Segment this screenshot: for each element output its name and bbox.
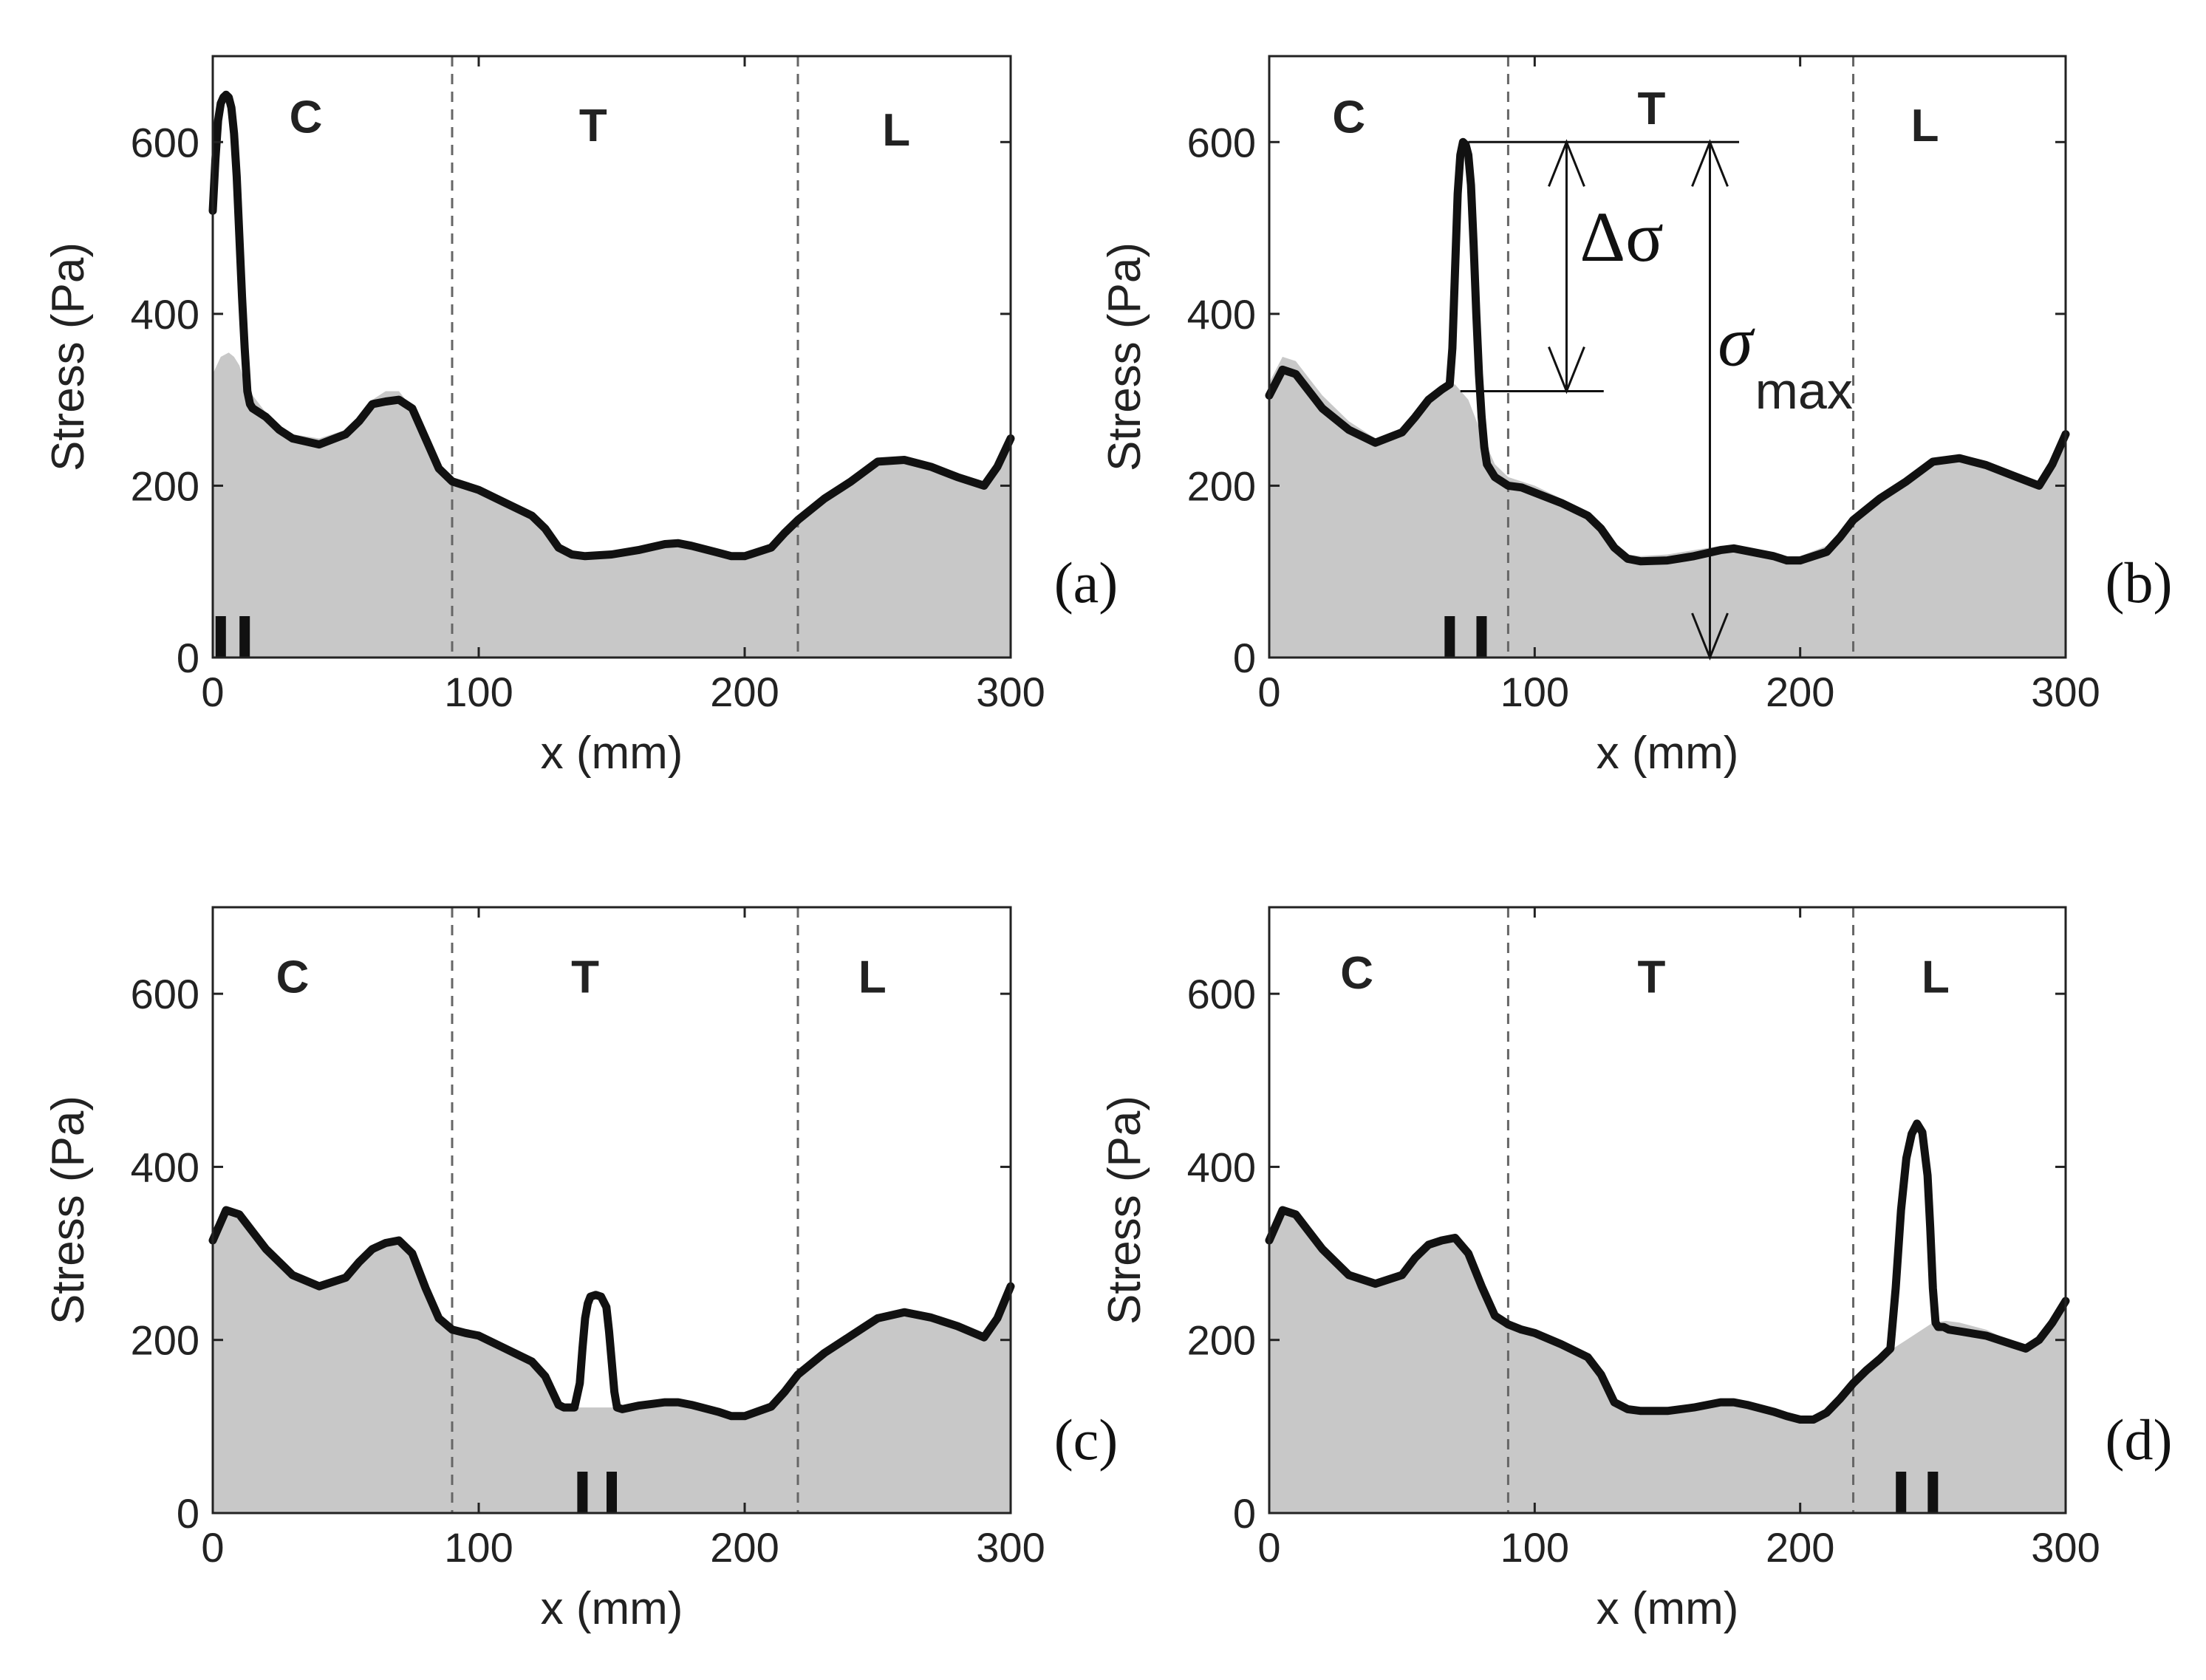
y-tick-label: 400 <box>1187 1144 1256 1190</box>
region-label-l: L <box>1911 100 1939 151</box>
y-tick-label: 600 <box>131 119 199 165</box>
x-tick-label: 300 <box>2031 1524 2100 1571</box>
y-axis-label: Stress (Pa) <box>1099 242 1150 471</box>
x-axis-label: x (mm) <box>541 728 683 779</box>
y-tick-label: 0 <box>177 1490 199 1537</box>
region-label-c: C <box>290 92 323 143</box>
region-label-c: C <box>1340 948 1373 999</box>
sigma-max-arrow-head-top <box>1691 139 1729 187</box>
sigma-max-symbol: σ <box>1718 302 1755 381</box>
y-axis-label: Stress (Pa) <box>43 242 94 471</box>
x-tick-label: 100 <box>444 1524 513 1571</box>
stress-curve <box>208 90 1015 561</box>
x-tick-label: 0 <box>201 1524 224 1571</box>
axes-frame <box>211 906 1012 1515</box>
region-label-c: C <box>276 952 310 1003</box>
x-tick-label: 300 <box>976 1524 1045 1571</box>
position-marker <box>577 1472 588 1513</box>
x-tick-label: 200 <box>710 1524 779 1571</box>
x-tick-label: 300 <box>976 669 1045 715</box>
axes-frame <box>1268 55 2067 659</box>
position-marker <box>1927 1472 1939 1513</box>
panel-b: 0 100 200 300 0 200 400 600 x (mm) Stress (Pa) C T L… <box>1099 55 2173 779</box>
delta-arrow-head-bottom <box>1548 346 1585 395</box>
y-tick-label: 0 <box>177 635 199 681</box>
y-tick-label: 200 <box>131 462 199 509</box>
x-axis-label: x (mm) <box>541 1583 683 1634</box>
position-marker <box>1896 1472 1907 1513</box>
y-tick-label: 200 <box>1187 462 1256 509</box>
x-tick-label: 100 <box>1500 1524 1569 1571</box>
position-marker <box>1444 616 1455 658</box>
x-tick-label: 200 <box>710 669 779 715</box>
panel-d: 0 100 200 300 0 200 400 600 x (mm) Stress (Pa) C T L… <box>1099 906 2173 1634</box>
y-axis-label: Stress (Pa) <box>1099 1096 1150 1325</box>
position-marker <box>1476 616 1487 658</box>
y-tick-label: 600 <box>131 971 199 1017</box>
region-label-l: L <box>1922 952 1950 1003</box>
delta-arrow-head-top <box>1548 139 1585 187</box>
y-tick-label: 600 <box>1187 119 1256 165</box>
region-label-t: T <box>571 952 599 1003</box>
y-tick-label: 400 <box>131 291 199 338</box>
axes-frame <box>1268 906 2067 1515</box>
y-tick-label: 0 <box>1233 635 1256 681</box>
baseline-area <box>1269 1210 2066 1513</box>
baseline-area <box>1269 357 2066 658</box>
region-label-l: L <box>858 952 887 1003</box>
panel-label: (a) <box>1054 550 1119 615</box>
stress-curve <box>208 1206 1015 1421</box>
panel-label: (d) <box>2106 1407 2173 1472</box>
region-label-t: T <box>579 100 607 151</box>
region-label-t: T <box>1638 952 1666 1003</box>
x-axis-label: x (mm) <box>1597 728 1739 779</box>
y-tick-label: 600 <box>1187 971 1256 1017</box>
sigma-max-arrow-head-bottom <box>1691 612 1729 661</box>
y-axis-label: Stress (Pa) <box>43 1096 94 1325</box>
x-tick-label: 300 <box>2031 669 2100 715</box>
baseline-area <box>213 1210 1011 1513</box>
stress-curve <box>1265 1119 2070 1424</box>
x-tick-label: 200 <box>1766 669 1834 715</box>
region-label-c: C <box>1332 92 1365 143</box>
position-marker <box>239 616 250 658</box>
baseline-area <box>213 352 1011 658</box>
panel-label: (c) <box>1054 1407 1119 1472</box>
x-tick-label: 0 <box>201 669 224 715</box>
x-tick-label: 100 <box>1500 669 1569 715</box>
y-tick-label: 400 <box>1187 291 1256 338</box>
delta-sigma-label: Δσ <box>1580 197 1663 276</box>
panel-c: 0 100 200 300 0 200 400 600 x (mm) Stress (Pa) C T L… <box>43 906 1119 1634</box>
y-tick-label: 200 <box>1187 1317 1256 1364</box>
x-axis-label: x (mm) <box>1597 1583 1739 1634</box>
x-tick-label: 0 <box>1257 669 1280 715</box>
region-label-l: L <box>882 105 910 156</box>
y-tick-label: 400 <box>131 1144 199 1190</box>
y-tick-label: 0 <box>1233 1490 1256 1537</box>
panel-label: (b) <box>2106 550 2173 615</box>
panel-a: 0 100 200 300 0 200 400 600 x (mm) Stress (Pa) C T L… <box>43 55 1119 779</box>
y-tick-label: 200 <box>131 1317 199 1364</box>
axes-frame <box>211 55 1012 659</box>
x-tick-label: 200 <box>1766 1524 1834 1571</box>
x-tick-label: 100 <box>444 669 513 715</box>
x-tick-label: 0 <box>1257 1524 1280 1571</box>
position-marker <box>607 1472 617 1513</box>
position-marker <box>215 616 226 658</box>
sigma-max-subscript: max <box>1755 362 1853 420</box>
stress-curve <box>1265 137 2070 566</box>
region-label-t: T <box>1638 83 1666 134</box>
